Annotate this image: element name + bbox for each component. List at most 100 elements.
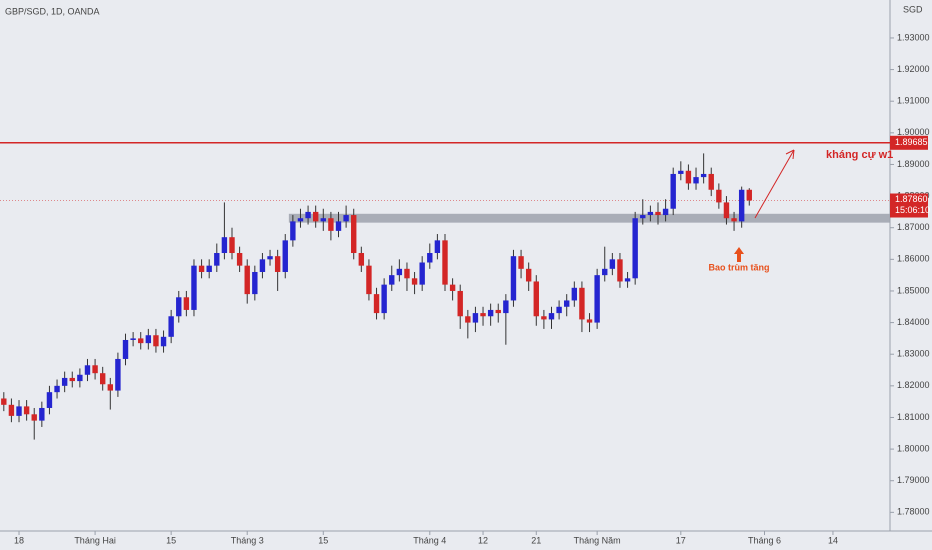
candle-body [609, 259, 616, 269]
y-tick-label: 1.91000 [897, 96, 930, 106]
candle-body [411, 278, 418, 285]
y-tick-label: 1.79000 [897, 475, 930, 485]
x-tick-label: Tháng 4 [413, 535, 446, 545]
pattern-arrow [734, 247, 744, 262]
candle-body [343, 215, 349, 222]
candle-body [548, 313, 555, 320]
candle-body [594, 275, 600, 323]
candle-body [99, 373, 106, 385]
candle-body [564, 300, 570, 307]
candle-body [122, 339, 129, 359]
candle-body [168, 316, 174, 337]
x-tick-label: Tháng 6 [748, 535, 781, 545]
candle-body [586, 319, 593, 323]
candle-body [731, 218, 737, 222]
candle-body [716, 189, 722, 203]
candle-body [312, 211, 319, 222]
y-tick-label: 1.92000 [897, 64, 930, 74]
resistance-tag-label: 1.89685 [895, 137, 928, 147]
candle-body [708, 173, 714, 190]
candle-body [252, 271, 258, 295]
y-tick-label: 1.82000 [897, 380, 930, 390]
candle-body [510, 256, 517, 301]
resistance-tag [890, 135, 928, 150]
candle-body [107, 384, 113, 391]
candle-body [449, 284, 456, 291]
candle-body [381, 284, 387, 314]
resistance-text: kháng cự w1 [826, 149, 893, 161]
countdown: 15:06:10 [895, 205, 930, 215]
candle-body [61, 377, 68, 386]
x-tick-label: Tháng Hai [74, 535, 116, 545]
candle-body [236, 253, 243, 266]
candle-body [351, 215, 357, 254]
x-tick-label: 15 [318, 535, 328, 545]
candle-body [282, 240, 288, 272]
candle-body [69, 377, 75, 382]
y-tick-label: 1.85000 [897, 285, 930, 295]
x-tick-label: 18 [14, 535, 24, 545]
x-tick-label: Tháng Năm [574, 535, 621, 545]
candle-body [480, 313, 486, 317]
plot [0, 142, 890, 440]
candle-body [541, 316, 547, 320]
candle-body [396, 268, 403, 276]
candle-body [678, 170, 684, 174]
candle-body [503, 300, 509, 314]
candle-body [138, 338, 144, 344]
candle-body [556, 306, 562, 314]
candle-body [442, 240, 448, 285]
y-tick-label: 1.89000 [897, 159, 930, 169]
candle-body [404, 268, 410, 279]
candle-body [693, 177, 699, 184]
candle-body [487, 309, 494, 317]
candle-body [244, 265, 250, 295]
symbol-title: GBP/SGD, 1D, OANDA [5, 6, 100, 16]
candle-body [183, 297, 190, 310]
candle-body [191, 265, 197, 310]
candle-body [700, 173, 707, 178]
projection-arrow [754, 149, 795, 219]
candle-body [206, 265, 212, 272]
candle-body [290, 221, 296, 241]
x-tick-label: 15 [166, 535, 176, 545]
candle-body [77, 374, 83, 382]
y-tick-label: 1.83000 [897, 349, 930, 359]
y-tick-label: 1.87000 [897, 222, 930, 232]
candle-body [335, 221, 342, 231]
candle-body [328, 218, 334, 231]
candle-body [8, 404, 15, 416]
candle-body [723, 202, 730, 219]
candle-body [229, 237, 235, 254]
candle-body [320, 218, 326, 222]
candle-body [259, 259, 266, 272]
candle-body [274, 256, 281, 272]
candle-body [518, 256, 524, 269]
candle-body [647, 211, 654, 216]
candle-body [267, 256, 273, 260]
candle-body [525, 268, 532, 282]
candle-body [602, 268, 608, 276]
candle-body [176, 297, 182, 317]
candle-body [16, 406, 22, 416]
candle-body [655, 211, 661, 216]
support-zone [288, 213, 890, 223]
y-tick-label: 1.90000 [897, 127, 930, 137]
candle-body [662, 208, 669, 216]
y-tick-label: 1.86000 [897, 254, 930, 264]
candle-body [31, 414, 37, 421]
candle-body [46, 392, 53, 408]
y-tick-label: 1.81000 [897, 412, 930, 422]
x-tick-label: 17 [676, 535, 686, 545]
x-tick-label: 12 [478, 535, 488, 545]
y-tick-label: 1.80000 [897, 443, 930, 453]
candle-body [457, 290, 463, 317]
candle-body [115, 358, 121, 391]
y-tick-label: 1.84000 [897, 317, 930, 327]
candle-body [358, 253, 365, 266]
candle-body [465, 316, 471, 323]
x-tick-label: 14 [828, 535, 838, 545]
candle-body [685, 170, 692, 184]
